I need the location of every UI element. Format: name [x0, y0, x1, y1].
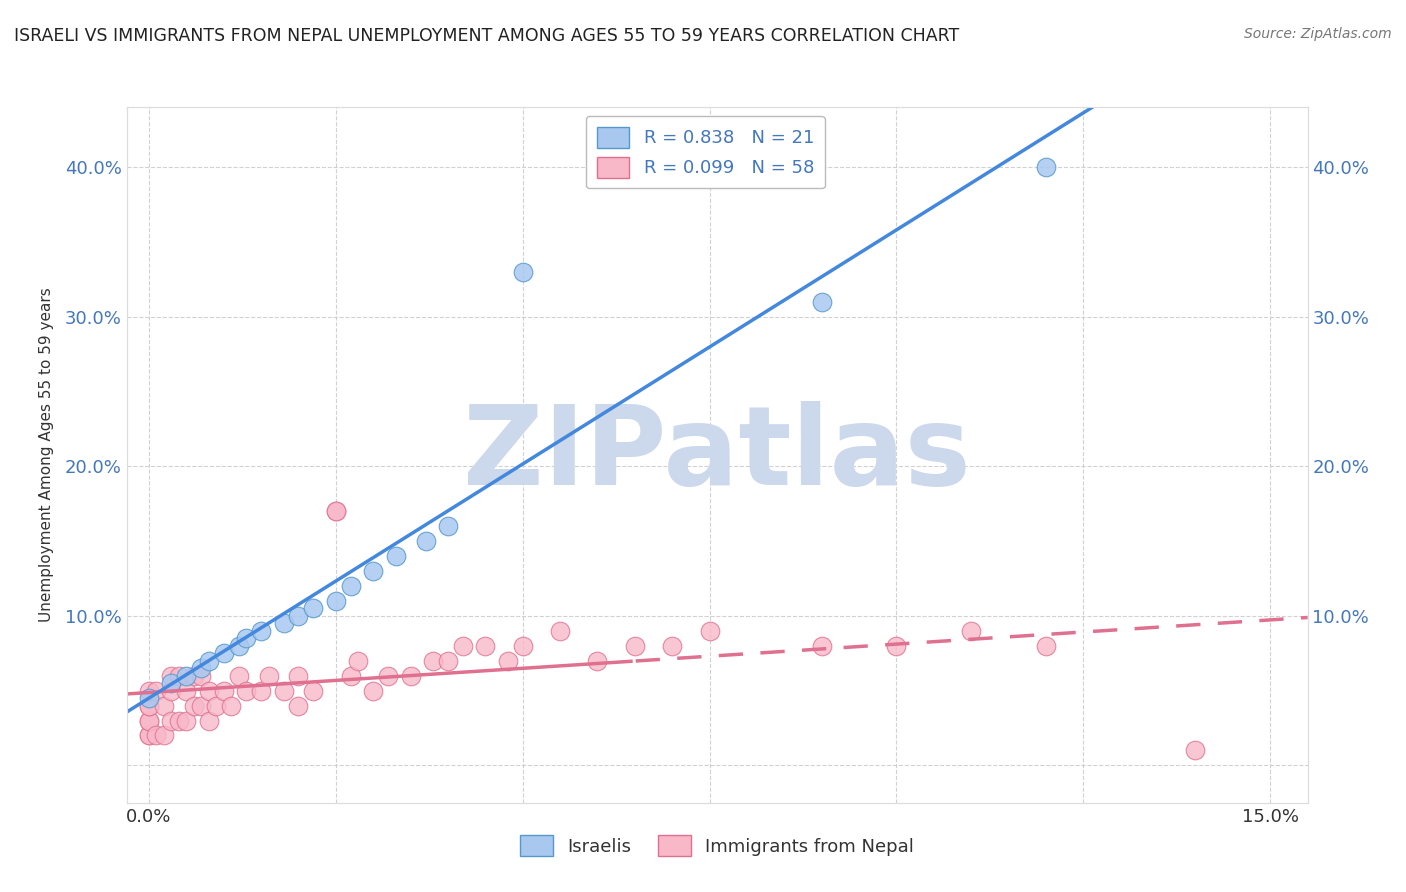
- Point: [197, 714, 219, 728]
- Point: [273, 616, 295, 631]
- Point: [661, 639, 683, 653]
- Point: [624, 639, 647, 653]
- Point: [384, 549, 406, 563]
- Point: [257, 668, 280, 682]
- Point: [160, 714, 183, 728]
- Point: [250, 683, 273, 698]
- Point: [325, 594, 347, 608]
- Point: [176, 683, 198, 698]
- Point: [960, 624, 983, 638]
- Point: [287, 608, 309, 623]
- Point: [273, 683, 295, 698]
- Text: Source: ZipAtlas.com: Source: ZipAtlas.com: [1244, 27, 1392, 41]
- Point: [325, 504, 347, 518]
- Point: [339, 579, 361, 593]
- Point: [512, 639, 534, 653]
- Point: [160, 668, 183, 682]
- Point: [197, 654, 219, 668]
- Legend: Israelis, Immigrants from Nepal: Israelis, Immigrants from Nepal: [513, 828, 921, 863]
- Point: [176, 668, 198, 682]
- Point: [190, 668, 212, 682]
- Point: [138, 683, 160, 698]
- Point: [153, 729, 176, 743]
- Point: [886, 639, 908, 653]
- Point: [287, 698, 309, 713]
- Point: [160, 676, 183, 690]
- Point: [167, 714, 190, 728]
- Point: [138, 729, 160, 743]
- Point: [190, 661, 212, 675]
- Point: [377, 668, 399, 682]
- Point: [145, 683, 167, 698]
- Point: [167, 668, 190, 682]
- Point: [138, 714, 160, 728]
- Point: [219, 698, 242, 713]
- Point: [437, 519, 460, 533]
- Point: [347, 654, 370, 668]
- Point: [361, 683, 384, 698]
- Point: [699, 624, 721, 638]
- Point: [302, 601, 325, 615]
- Point: [399, 668, 422, 682]
- Point: [287, 668, 309, 682]
- Point: [437, 654, 460, 668]
- Point: [138, 691, 160, 706]
- Point: [415, 533, 437, 548]
- Point: [138, 729, 160, 743]
- Point: [810, 639, 832, 653]
- Point: [548, 624, 571, 638]
- Point: [235, 631, 257, 645]
- Text: ZIPatlas: ZIPatlas: [463, 401, 972, 508]
- Point: [228, 639, 250, 653]
- Y-axis label: Unemployment Among Ages 55 to 59 years: Unemployment Among Ages 55 to 59 years: [39, 287, 53, 623]
- Point: [1184, 743, 1206, 757]
- Point: [190, 698, 212, 713]
- Point: [228, 668, 250, 682]
- Point: [212, 646, 235, 660]
- Point: [422, 654, 444, 668]
- Point: [474, 639, 496, 653]
- Text: ISRAELI VS IMMIGRANTS FROM NEPAL UNEMPLOYMENT AMONG AGES 55 TO 59 YEARS CORRELAT: ISRAELI VS IMMIGRANTS FROM NEPAL UNEMPLO…: [14, 27, 959, 45]
- Point: [183, 668, 205, 682]
- Point: [160, 683, 183, 698]
- Point: [512, 265, 534, 279]
- Point: [586, 654, 609, 668]
- Point: [339, 668, 361, 682]
- Point: [451, 639, 474, 653]
- Point: [810, 294, 832, 309]
- Point: [302, 683, 325, 698]
- Point: [153, 698, 176, 713]
- Point: [197, 683, 219, 698]
- Point: [1035, 160, 1057, 174]
- Point: [496, 654, 519, 668]
- Point: [325, 504, 347, 518]
- Point: [138, 698, 160, 713]
- Point: [361, 564, 384, 578]
- Point: [1035, 639, 1057, 653]
- Point: [212, 683, 235, 698]
- Point: [183, 698, 205, 713]
- Point: [176, 714, 198, 728]
- Point: [235, 683, 257, 698]
- Point: [205, 698, 228, 713]
- Point: [138, 714, 160, 728]
- Point: [250, 624, 273, 638]
- Point: [138, 698, 160, 713]
- Point: [145, 729, 167, 743]
